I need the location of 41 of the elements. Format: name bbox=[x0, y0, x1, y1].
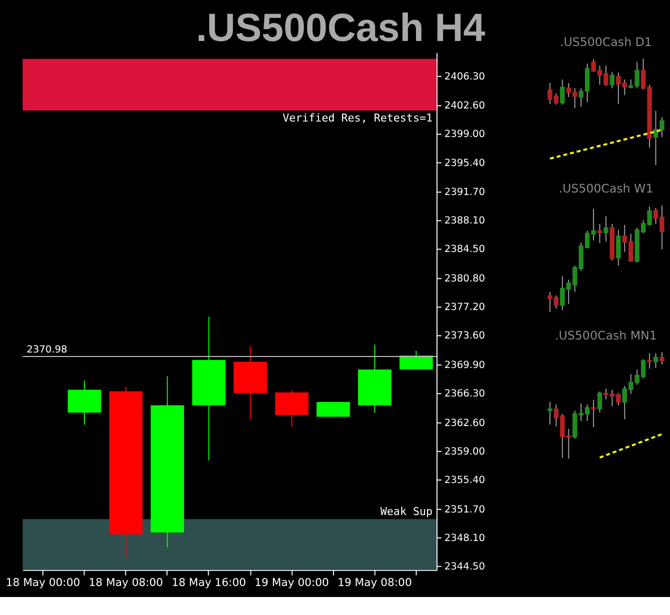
candlestick bbox=[660, 352, 664, 365]
candlestick bbox=[560, 79, 565, 106]
y-tick-label: 2399.00 bbox=[444, 129, 486, 140]
candlestick bbox=[647, 352, 652, 370]
x-tick-label: 18 May 00:00 bbox=[6, 576, 80, 590]
candlestick bbox=[591, 399, 596, 428]
candlestick bbox=[616, 229, 621, 266]
y-tick-label: 2380.80 bbox=[444, 274, 486, 285]
y-tick-label: 2395.40 bbox=[444, 158, 486, 169]
ref-line-label: 2370.98 bbox=[26, 344, 68, 356]
y-tick-label: 2351.70 bbox=[444, 504, 486, 516]
y-tick-label: 2366.30 bbox=[444, 388, 486, 400]
y-tick-label: 2402.60 bbox=[444, 100, 486, 112]
candlestick bbox=[597, 391, 602, 414]
candlestick bbox=[653, 352, 658, 368]
y-tick-label: 2369.90 bbox=[444, 360, 486, 371]
y-tick-label: 2344.50 bbox=[444, 561, 486, 572]
chart-title: .US500Cash MN1 bbox=[555, 328, 657, 342]
candlestick bbox=[597, 223, 602, 244]
y-tick-label: 2391.70 bbox=[444, 187, 486, 198]
x-tick-label: 19 May 08:00 bbox=[338, 576, 412, 590]
band-label: Weak Sup bbox=[380, 505, 433, 518]
y-tick-label: 2348.10 bbox=[444, 532, 486, 544]
candlestick bbox=[604, 216, 608, 242]
y-tick-label: 2406.30 bbox=[444, 71, 486, 82]
candlestick bbox=[548, 402, 552, 425]
y-tick-label: 2362.60 bbox=[444, 418, 486, 429]
y-tick-label: 2355.40 bbox=[444, 474, 486, 486]
chart-title: .US500Cash D1 bbox=[560, 34, 652, 49]
x-tick-label: 19 May 00:00 bbox=[254, 576, 330, 590]
y-tick-label: 2373.60 bbox=[444, 330, 486, 342]
y-tick-label: 2377.20 bbox=[444, 302, 486, 314]
candlestick bbox=[610, 71, 615, 89]
x-tick-label: 18 May 16:00 bbox=[172, 576, 246, 590]
band-label: Verified Res, Retests=1 bbox=[282, 111, 433, 124]
y-tick-label: 2359.00 bbox=[444, 446, 486, 458]
y-tick-label: 2388.10 bbox=[444, 216, 486, 227]
y-tick-label: 2384.50 bbox=[444, 244, 486, 256]
chart-title: .US500Cash H4 bbox=[196, 6, 486, 50]
chart-title: .US500Cash W1 bbox=[558, 182, 654, 196]
x-tick-label: 18 May 08:00 bbox=[88, 576, 164, 590]
